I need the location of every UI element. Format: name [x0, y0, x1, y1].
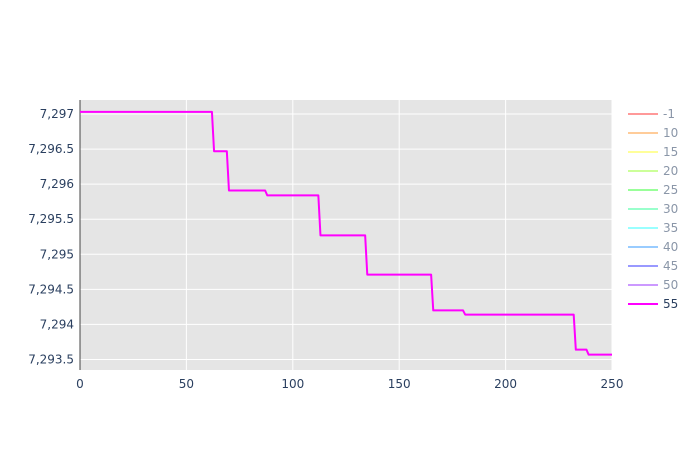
legend-label: 45 — [663, 259, 678, 273]
legend-item-30[interactable]: 30 — [628, 202, 678, 216]
legend-label: 55 — [663, 297, 678, 311]
legend-label: 25 — [663, 183, 678, 197]
legend-label: 10 — [663, 126, 678, 140]
legend-item-45[interactable]: 45 — [628, 259, 678, 273]
series-line-55 — [80, 110, 612, 356]
y-tick-label: 7,295 — [40, 247, 74, 261]
legend-item-20[interactable]: 20 — [628, 164, 678, 178]
x-tick-label: 250 — [601, 377, 624, 391]
y-tick-label: 7,296.5 — [28, 142, 74, 156]
legend-item-10[interactable]: 10 — [628, 126, 678, 140]
legend-label: -1 — [663, 107, 675, 121]
x-tick-label: 150 — [388, 377, 411, 391]
x-tick-label: 50 — [179, 377, 194, 391]
legend-item-15[interactable]: 15 — [628, 145, 678, 159]
x-tick-label: 0 — [76, 377, 84, 391]
legend-label: 20 — [663, 164, 678, 178]
y-tick-label: 7,293.5 — [28, 352, 74, 366]
x-tick-label: 100 — [281, 377, 304, 391]
legend-label: 50 — [663, 278, 678, 292]
y-tick-label: 7,296 — [40, 177, 74, 191]
legend-label: 40 — [663, 240, 678, 254]
legend-label: 15 — [663, 145, 678, 159]
y-tick-label: 7,294 — [40, 317, 74, 331]
y-tick-label: 7,297 — [40, 107, 74, 121]
y-axis-ticks: 7,293.5 7,294 7,294.5 7,295 7,295.5 7,296 7,29… — [28, 107, 74, 366]
x-axis-ticks: 0 50 100 150 200 250 — [76, 377, 623, 391]
legend-item-40[interactable]: 40 — [628, 240, 678, 254]
y-tick-label: 7,294.5 — [28, 282, 74, 296]
legend-item-25[interactable]: 25 — [628, 183, 678, 197]
x-tick-label: 200 — [494, 377, 517, 391]
legend-item--1[interactable]: -1 — [628, 107, 675, 121]
y-tick-label: 7,295.5 — [28, 212, 74, 226]
legend-label: 30 — [663, 202, 678, 216]
legend-item-35[interactable]: 35 — [628, 221, 678, 235]
legend-item-55[interactable]: 55 — [628, 297, 678, 311]
legend-label: 35 — [663, 221, 678, 235]
legend: -1 10 15 20 25 30 35 40 45 50 55 — [628, 107, 678, 311]
series-lines — [80, 110, 612, 356]
gridlines — [79, 100, 613, 370]
legend-item-50[interactable]: 50 — [628, 278, 678, 292]
